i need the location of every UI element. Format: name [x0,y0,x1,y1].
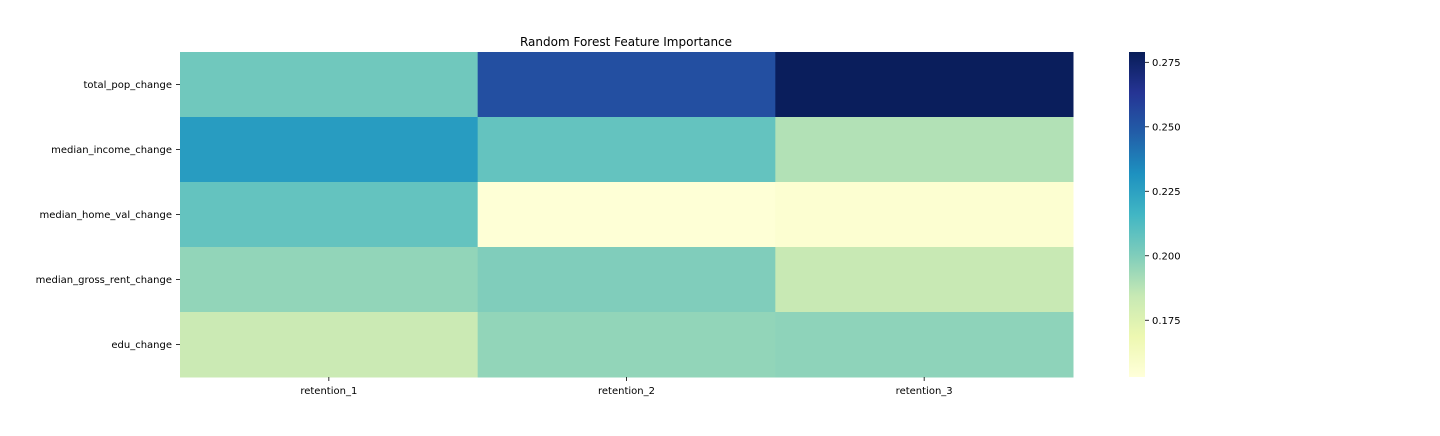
heatmap-cell [180,182,479,248]
heatmap-cell [477,312,776,378]
heatmap-cell [775,312,1074,378]
colorbar [1129,52,1145,377]
heatmap-cell [180,247,479,313]
colorbar-tick-label: 0.250 [1152,122,1181,133]
colorbar-tick-label: 0.200 [1152,251,1181,262]
row-label: median_income_change [51,145,172,156]
row-label: median_home_val_change [40,210,172,221]
heatmap-cells [180,52,1074,378]
column-label: retention_3 [896,386,953,397]
heatmap-cell [477,182,776,248]
column-labels: retention_1 retention_2 retention_3 [300,377,953,397]
heatmap-cell [775,52,1074,118]
row-label: median_gross_rent_change [36,275,172,286]
column-label: retention_1 [300,386,357,397]
row-label: total_pop_change [84,80,172,91]
heatmap-cell [775,247,1074,313]
colorbar-ticks: 0.175 0.200 0.225 0.250 0.275 [1145,58,1181,327]
colorbar-tick-label: 0.225 [1152,187,1181,198]
chart-title: Random Forest Feature Importance [520,35,732,49]
heatmap-cell [775,182,1074,248]
colorbar-gradient [1129,52,1145,377]
row-label: edu_change [111,340,172,351]
heatmap-cell [477,52,776,118]
heatmap-cell [180,52,479,118]
column-label: retention_2 [598,386,655,397]
heatmap-cell [477,117,776,183]
heatmap-cell [477,247,776,313]
heatmap-cell [180,117,479,183]
row-labels: total_pop_change median_income_changemedi… [36,80,180,351]
colorbar-tick-label: 0.175 [1152,316,1181,327]
heatmap-cell [180,312,479,378]
colorbar-tick-label: 0.275 [1152,58,1181,69]
heatmap-cell [775,117,1074,183]
